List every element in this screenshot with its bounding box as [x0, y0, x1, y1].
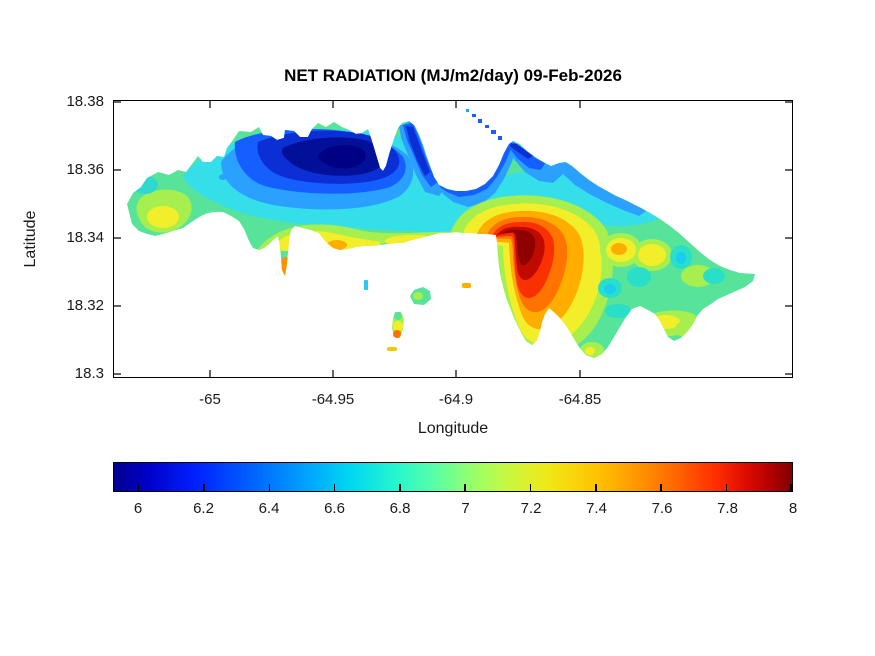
- colorbar-tick-label: 6.6: [324, 500, 345, 517]
- colorbar-tick: [790, 484, 792, 491]
- contour-band: [585, 347, 595, 355]
- islet: [393, 321, 403, 331]
- islet: [394, 312, 402, 320]
- contour-band: [127, 121, 755, 358]
- contour-band: [675, 321, 695, 337]
- colorbar-tick-label: 7: [461, 500, 470, 517]
- y-tick-label: 18.3: [74, 365, 104, 382]
- colorbar-tick: [529, 484, 532, 491]
- contour-band: [219, 174, 227, 180]
- contour-band: [676, 252, 686, 264]
- x-tick-label: -64.95: [311, 391, 355, 408]
- islet: [393, 330, 401, 338]
- colorbar-tick: [464, 484, 466, 491]
- colorbar-tick-label: 6.2: [193, 500, 214, 517]
- cay: [472, 114, 476, 117]
- contour-band: [318, 145, 366, 169]
- contour-band: [502, 229, 536, 266]
- northeast-cays: [466, 109, 502, 140]
- x-tick-label: -64.85: [558, 391, 602, 408]
- y-axis-label: Latitude: [22, 210, 39, 268]
- colorbar-tick: [660, 484, 662, 491]
- colorbar-tick-label: 7.2: [520, 500, 542, 517]
- offshore-islets: [364, 280, 471, 351]
- contour-band: [638, 244, 666, 266]
- contour-band: [147, 206, 179, 228]
- contour-band: [327, 240, 347, 250]
- contour-band: [611, 243, 627, 255]
- contour-band: [132, 176, 158, 194]
- plot-title: NET RADIATION (MJ/m2/day) 09-Feb-2026: [284, 66, 622, 85]
- colorbar-tick: [399, 484, 401, 491]
- contour-band: [510, 143, 533, 159]
- colorbar-tick-label: 6: [133, 500, 143, 517]
- contour-plot-canvas: [114, 101, 792, 377]
- colorbar-tick-label: 7.8: [717, 500, 738, 517]
- cay: [498, 136, 502, 140]
- colorbar-tick: [137, 484, 140, 491]
- contour-band: [439, 144, 511, 197]
- x-tick-label: -64.9: [438, 391, 474, 408]
- y-tick-label: 18.32: [66, 297, 104, 314]
- contour-band: [627, 267, 651, 287]
- colorbar-tick-label: 6.4: [258, 500, 280, 517]
- y-tick-label: 18.38: [66, 93, 104, 110]
- colorbar-tick: [595, 484, 597, 491]
- colorbar-tick-label: 7.6: [651, 500, 673, 517]
- x-axis-label: Longitude: [417, 420, 489, 437]
- colorbar: [113, 462, 793, 492]
- colorbar-tick-label: 7.4: [586, 500, 607, 517]
- cay: [478, 119, 482, 123]
- plot-area: [113, 100, 793, 378]
- colorbar-tick: [333, 484, 336, 491]
- islet: [364, 280, 368, 290]
- contour-band: [703, 268, 725, 284]
- axis-ticks: [114, 101, 792, 377]
- cay: [485, 125, 489, 128]
- colorbar-tick-label: 6.8: [389, 500, 411, 517]
- cay: [466, 109, 469, 112]
- contour-band: [385, 235, 441, 247]
- colorbar-tick-label: 8: [788, 500, 798, 517]
- x-tick-label: -65: [199, 391, 221, 408]
- colorbar-tick: [268, 484, 271, 491]
- contour-band: [280, 257, 290, 275]
- colorbar-tick: [725, 484, 728, 491]
- islet: [462, 283, 471, 288]
- islet: [387, 347, 397, 351]
- colorbar-tick: [203, 484, 205, 491]
- contour-band: [406, 126, 430, 176]
- islet: [413, 292, 423, 300]
- contour-band: [605, 304, 631, 318]
- y-tick-label: 18.36: [66, 161, 104, 178]
- contour-band: [604, 284, 616, 294]
- cay: [491, 130, 496, 134]
- island-contours: [127, 121, 755, 358]
- y-tick-label: 18.34: [66, 229, 104, 246]
